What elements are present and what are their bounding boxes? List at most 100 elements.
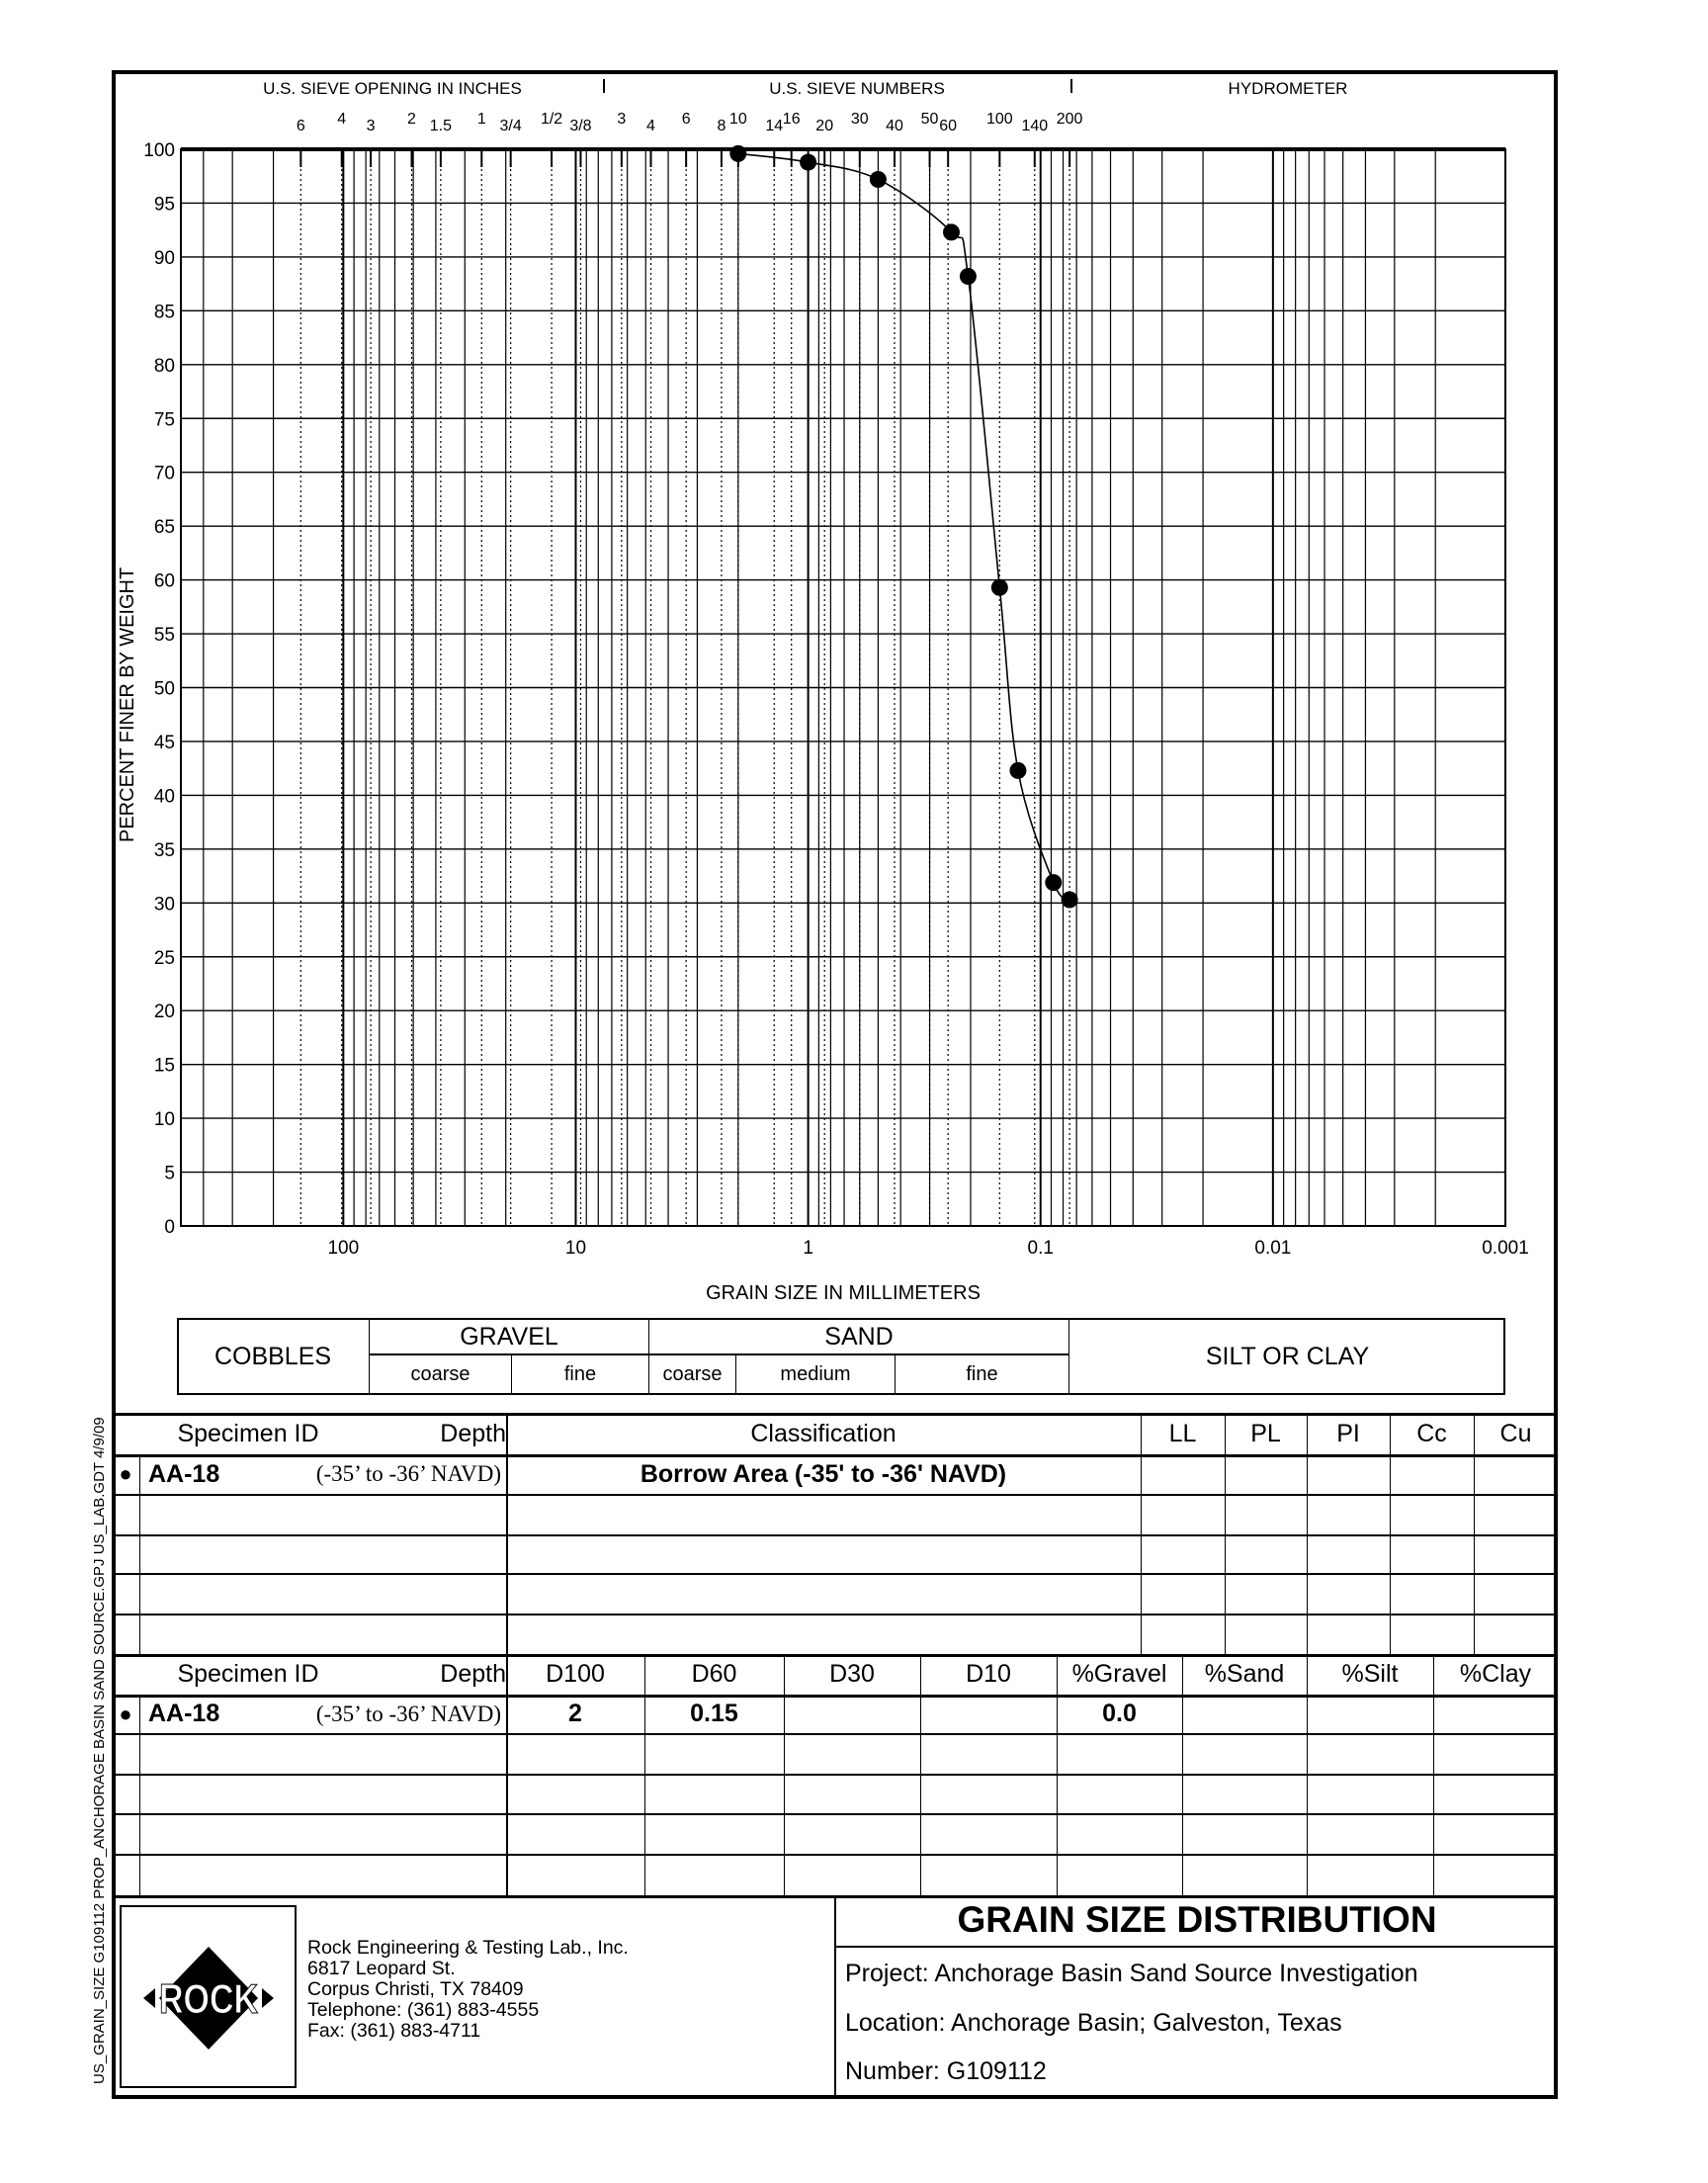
cell-sand xyxy=(1182,1695,1307,1733)
sieve-tick-label: 30 xyxy=(851,111,869,128)
header-divider xyxy=(1070,79,1072,93)
x-tick-label: 1 xyxy=(803,1238,813,1259)
specimen-id: AA-18 xyxy=(148,1459,220,1488)
cell-d10 xyxy=(920,1695,1057,1733)
header-cu: Cu xyxy=(1499,1419,1532,1447)
column-rule xyxy=(1141,1413,1142,1654)
sieve-tick-label: 3/8 xyxy=(569,118,591,134)
header-d30: D30 xyxy=(829,1660,875,1688)
x-tick-label: 100 xyxy=(327,1238,359,1259)
row-rule xyxy=(112,1813,1558,1815)
y-tick-label: 15 xyxy=(154,1056,175,1077)
row-rule xyxy=(112,1494,1558,1496)
cell-pi xyxy=(1307,1454,1390,1494)
project-location: Location: Anchorage Basin; Galveston, Te… xyxy=(845,2009,1342,2037)
header-divider xyxy=(603,79,605,93)
row-rule xyxy=(112,1534,1558,1536)
x-tick-label: 0.01 xyxy=(1254,1238,1291,1259)
header-cc: Cc xyxy=(1416,1419,1447,1447)
soil-classification-bar xyxy=(177,1318,1505,1395)
header-specimen-id: Specimen ID xyxy=(177,1419,319,1447)
header-pl: PL xyxy=(1250,1419,1281,1447)
cell-d100: 2 xyxy=(568,1700,582,1727)
y-tick-label: 5 xyxy=(164,1164,175,1184)
sand-coarse-label: coarse xyxy=(649,1355,736,1393)
table-top-rule xyxy=(112,1654,1558,1657)
data-point xyxy=(959,268,977,286)
y-tick-label: 90 xyxy=(154,248,175,269)
cell-clay xyxy=(1433,1695,1558,1733)
header-ll: LL xyxy=(1168,1419,1197,1447)
sand-medium-label: medium xyxy=(736,1355,896,1393)
project-number: Number: G109112 xyxy=(845,2057,1047,2085)
sieve-tick-label: 3/4 xyxy=(500,118,522,134)
header-sieve-numbers: U.S. SIEVE NUMBERS xyxy=(769,79,945,98)
cell-d60: 0.15 xyxy=(690,1700,738,1727)
header-classification: Classification xyxy=(750,1419,897,1447)
specimen-depth: (-35’ to -36’ NAVD) xyxy=(315,1701,501,1726)
header-silt: %Silt xyxy=(1341,1660,1399,1688)
y-tick-label: 50 xyxy=(154,679,175,700)
sieve-tick-label: 16 xyxy=(783,111,801,128)
x-tick-label: 0.001 xyxy=(1482,1238,1529,1259)
x-tick-label: 0.1 xyxy=(1028,1238,1054,1259)
column-rule xyxy=(644,1654,645,1895)
series-line xyxy=(737,152,1070,901)
x-axis-label: GRAIN SIZE IN MILLIMETERS xyxy=(706,1282,981,1304)
sieve-tick-label: 8 xyxy=(717,118,726,134)
sieve-tick-label: 1/2 xyxy=(541,111,562,128)
rock-logo-icon: ROCK xyxy=(143,1947,274,2050)
data-point xyxy=(729,144,747,162)
row-rule xyxy=(112,1695,1558,1698)
cobbles-label: COBBLES xyxy=(177,1318,370,1395)
y-tick-label: 55 xyxy=(154,625,175,646)
column-rule xyxy=(1307,1654,1308,1895)
sieve-tick-label: 100 xyxy=(986,111,1013,128)
cell-d30 xyxy=(784,1695,920,1733)
sieve-tick-label: 60 xyxy=(939,118,957,134)
sieve-tick-label: 1 xyxy=(477,111,486,128)
footer-divider xyxy=(834,1946,1558,1948)
company-info: Rock Engineering & Testing Lab., Inc. 68… xyxy=(307,1938,629,2042)
y-tick-label: 85 xyxy=(154,302,175,322)
y-tick-label: 20 xyxy=(154,1002,175,1022)
sieve-tick-label: 2 xyxy=(407,111,416,128)
y-tick-label: 40 xyxy=(154,786,175,807)
gravel-coarse-label: coarse xyxy=(370,1355,512,1393)
column-rule xyxy=(139,1454,140,1654)
y-axis-label: PERCENT FINER BY WEIGHT xyxy=(117,567,138,842)
column-rule xyxy=(1225,1413,1226,1654)
column-rule xyxy=(139,1695,140,1895)
header-d60: D60 xyxy=(691,1660,737,1688)
y-tick-label: 100 xyxy=(143,140,175,161)
header-depth: Depth xyxy=(440,1660,506,1688)
data-point xyxy=(942,223,960,241)
sieve-tick-label: 14 xyxy=(765,118,783,134)
data-point xyxy=(800,153,817,171)
company-address-street: 6817 Leopard St. xyxy=(307,1958,456,1979)
specimen-id: AA-18 xyxy=(148,1700,220,1727)
column-rule xyxy=(1474,1413,1475,1654)
series-marker-icon: ● xyxy=(119,1461,132,1486)
sieve-tick-label: 10 xyxy=(729,111,747,128)
sand-label: SAND xyxy=(649,1320,1069,1355)
column-rule xyxy=(1390,1413,1391,1654)
side-file-label: US_GRAIN_SIZE G109112 PROP_ANCHORAGE BAS… xyxy=(91,1417,108,2084)
sieve-tick-label: 3 xyxy=(367,118,376,134)
header-clay: %Clay xyxy=(1459,1660,1532,1688)
header-sand: %Sand xyxy=(1204,1660,1285,1688)
y-tick-label: 65 xyxy=(154,517,175,538)
sieve-tick-label: 4 xyxy=(337,111,346,128)
sieve-tick-label: 6 xyxy=(682,111,691,128)
data-point xyxy=(1045,874,1063,892)
y-tick-label: 75 xyxy=(154,409,175,430)
header-pi: PI xyxy=(1336,1419,1360,1447)
company-address-city: Corpus Christi, TX 78409 xyxy=(307,1978,524,2000)
y-tick-label: 60 xyxy=(154,571,175,592)
row-rule xyxy=(112,1573,1558,1575)
y-tick-label: 45 xyxy=(154,733,175,753)
column-rule xyxy=(784,1654,785,1895)
company-name: Rock Engineering & Testing Lab., Inc. xyxy=(307,1937,629,1959)
column-rule xyxy=(1433,1654,1434,1895)
column-rule xyxy=(920,1654,921,1895)
